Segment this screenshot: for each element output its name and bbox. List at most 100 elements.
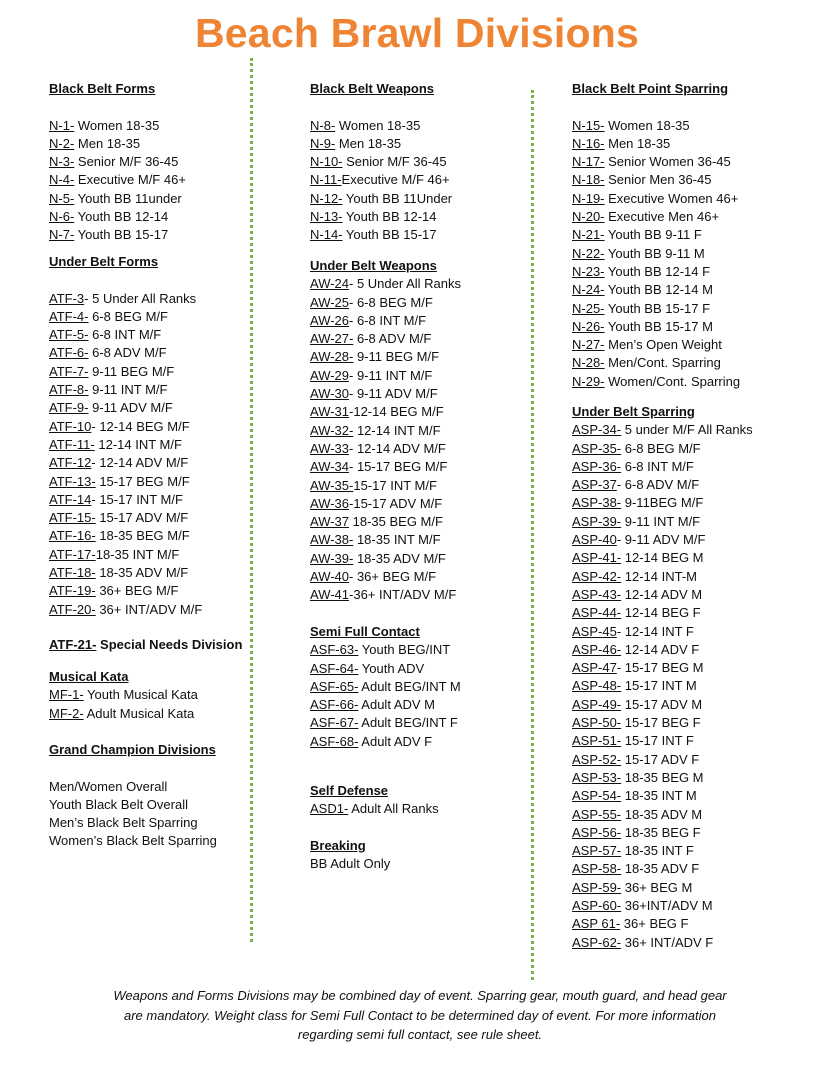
division-label: Executive Men 46+	[604, 209, 720, 225]
division-code: MF-2-	[49, 705, 84, 721]
division-item: ATF-9- 9-11 ADV M/F	[49, 399, 202, 417]
division-item: ATF-19- 36+ BEG M/F	[49, 582, 202, 600]
division-label: 6-8 ADV M/F	[88, 345, 167, 361]
division-code: AW-38-	[310, 532, 354, 548]
division-item: ASP-58- 18-35 ADV F	[572, 860, 753, 878]
division-code: ATF-4-	[49, 308, 89, 324]
division-code: AW-25	[310, 294, 350, 310]
division-item: ATF-18- 18-35 ADV M/F	[49, 564, 202, 582]
division-code: ASP-44-	[572, 605, 622, 621]
division-label: 18-35 INT M/F	[95, 546, 180, 562]
division-code: N-25-	[572, 300, 605, 316]
division-item: ASP-43- 12-14 ADV M	[572, 586, 753, 604]
division-code: N-15-	[572, 117, 605, 133]
division-code: AW-33	[310, 440, 350, 456]
division-label: 6-8 ADV M/F	[353, 331, 432, 347]
division-item: ASD1- Adult All Ranks	[310, 800, 439, 818]
division-label: 18-35 INT M/F	[353, 532, 441, 548]
division-item: ATF-16- 18-35 BEG M/F	[49, 527, 202, 545]
division-code: N-23-	[572, 263, 605, 279]
column-divider	[250, 58, 253, 942]
division-label: 12-14 INT M/F	[94, 436, 182, 452]
division-code: ASP-59-	[572, 879, 622, 895]
division-code: AW-29	[310, 367, 350, 383]
division-code: N-18-	[572, 172, 605, 188]
division-item: ATF-10- 12-14 BEG M/F	[49, 418, 202, 436]
division-item: ASP-48- 15-17 INT M	[572, 677, 753, 695]
division-item: N-27- Men’s Open Weight	[572, 336, 740, 354]
division-item: MF-2- Adult Musical Kata	[49, 705, 198, 723]
section-breaking: Breaking BB Adult Only	[310, 837, 390, 874]
division-code: ATF-15-	[49, 510, 96, 526]
division-item: N-4- Executive M/F 46+	[49, 171, 186, 189]
division-code: ATF-13-	[49, 473, 96, 489]
division-code: AW-39-	[310, 550, 354, 566]
division-item: AW-36-15-17 ADV M/F	[310, 495, 461, 513]
division-item: AW-39- 18-35 ADV M/F	[310, 550, 461, 568]
spacer	[49, 759, 217, 777]
division-code: ATF-14	[49, 491, 92, 507]
division-code: N-28-	[572, 355, 605, 371]
division-code: ASP-54-	[572, 788, 622, 804]
section-heading: Self Defense	[310, 783, 389, 798]
division-label: Men/Cont. Sparring	[604, 355, 721, 371]
division-item: ASP-60- 36+INT/ADV M	[572, 897, 753, 915]
division-label: 18-35 ADV M/F	[353, 550, 446, 566]
division-code: N-3-	[49, 154, 75, 170]
division-item: ASF-63- Youth BEG/INT	[310, 641, 461, 659]
division-item: ASP-37- 6-8 ADV M/F	[572, 476, 753, 494]
division-label: Youth BB 15-17 F	[604, 300, 711, 316]
division-item: ASP-38- 9-11BEG M/F	[572, 494, 753, 512]
division-code: ASP-37	[572, 477, 617, 493]
division-label: 6-8 BEG M/F	[88, 308, 168, 324]
division-label: Executive M/F 46+	[74, 172, 186, 188]
division-label: Men/Women Overall	[49, 778, 168, 794]
division-item: ASP-45- 12-14 INT F	[572, 623, 753, 641]
division-label: Adult All Ranks	[348, 801, 439, 817]
division-item: ATF-17-18-35 INT M/F	[49, 546, 202, 564]
division-code: ASP-52-	[572, 751, 622, 767]
division-label: - 6-8 INT M/F	[349, 312, 427, 328]
division-code: AW-24	[310, 276, 350, 292]
division-code: AW-26	[310, 312, 350, 328]
division-item: N-22- Youth BB 9-11 M	[572, 245, 740, 263]
division-code: ASP-34-	[572, 422, 622, 438]
division-label: 36+ INT/ADV F	[621, 934, 714, 950]
division-label: - 15-17 BEG M	[616, 660, 704, 676]
section-heading: Black Belt Point Sparring	[572, 81, 729, 96]
division-label: Youth BB 9-11 M	[604, 245, 705, 261]
section-bb-forms: Black Belt Forms N-1- Women 18-35 N-2- Me…	[49, 80, 186, 245]
division-item: MF-1- Youth Musical Kata	[49, 686, 198, 704]
division-item: N-10- Senior M/F 36-45	[310, 153, 452, 171]
division-item: ASP 61- 36+ BEG F	[572, 915, 753, 933]
division-item: N-19- Executive Women 46+	[572, 190, 740, 208]
division-code: ATF-9-	[49, 400, 89, 416]
division-label: Senior M/F 36-45	[74, 154, 179, 170]
division-label: -15-17 ADV M/F	[349, 495, 443, 511]
division-code: N-8-	[310, 117, 336, 133]
division-code: N-20-	[572, 209, 605, 225]
division-label: Executive Women 46+	[604, 190, 739, 206]
division-code: ASP-46-	[572, 641, 622, 657]
division-item: N-18- Senior Men 36-45	[572, 171, 740, 189]
division-label: Senior Men 36-45	[604, 172, 712, 188]
division-code: N-14-	[310, 227, 343, 243]
division-label: Men’s Open Weight	[604, 337, 722, 353]
division-label: Youth Black Belt Overall	[49, 796, 188, 812]
division-item: Youth Black Belt Overall	[49, 796, 217, 814]
division-item: ATF-5- 6-8 INT M/F	[49, 326, 202, 344]
division-code: AW-27-	[310, 331, 354, 347]
division-item: ASP-36- 6-8 INT M/F	[572, 458, 753, 476]
division-code: ASP-55-	[572, 806, 622, 822]
division-item: Women’s Black Belt Sparring	[49, 832, 217, 850]
division-item: ATF-21- Special Needs Division	[49, 636, 242, 654]
division-label: 15-17 INT M	[621, 678, 697, 694]
division-code: AW-41	[310, 587, 350, 603]
division-code: ATF-7-	[49, 363, 89, 379]
footer-note: Weapons and Forms Divisions may be combi…	[95, 986, 745, 1045]
section-grand: Grand Champion Divisions Men/Women Overa…	[49, 741, 217, 851]
division-code: ASP-35-	[572, 440, 622, 456]
division-label: BB Adult Only	[310, 856, 391, 872]
division-label: Adult ADV F	[358, 733, 433, 749]
division-code: ASP-42-	[572, 568, 622, 584]
